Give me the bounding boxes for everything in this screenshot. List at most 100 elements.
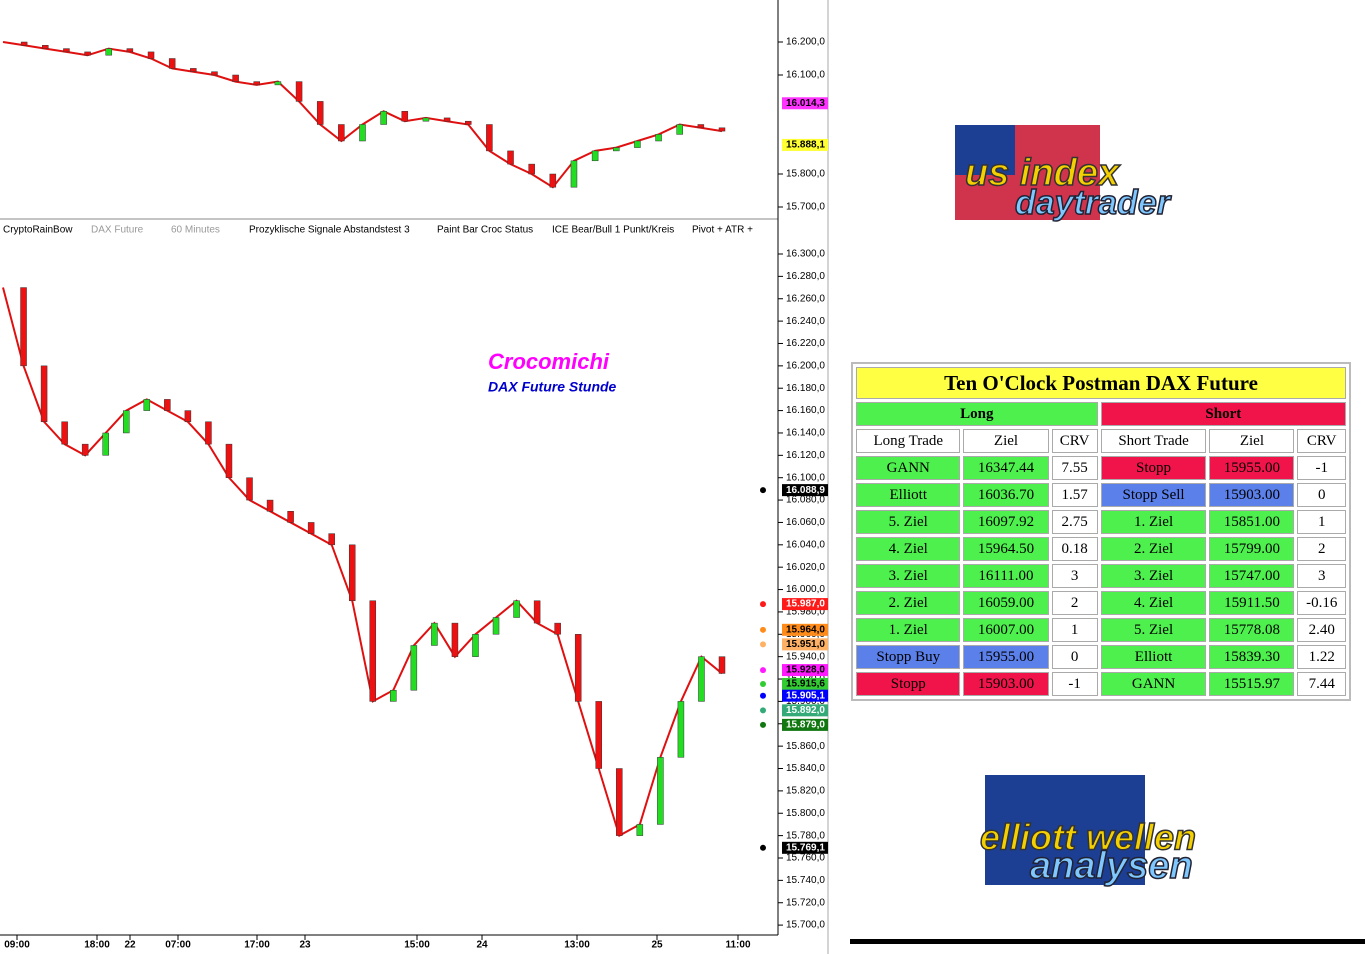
table-cell: 2. Ziel bbox=[1100, 537, 1207, 561]
y-tick-label: 15.740,0 bbox=[786, 875, 825, 886]
table-row: 5. Ziel 16097.92 2.75 1. Ziel 15851.00 1 bbox=[856, 510, 1346, 534]
table-cell: 15903.00 bbox=[963, 672, 1049, 696]
signal-dot bbox=[760, 692, 766, 699]
y-tick-label: 15.820,0 bbox=[786, 786, 825, 797]
table-cell: Long bbox=[856, 402, 1098, 426]
x-tick-label: 24 bbox=[476, 940, 488, 951]
table-cell: -1 bbox=[1297, 456, 1346, 480]
table-cell: 15851.00 bbox=[1209, 510, 1295, 534]
candle bbox=[123, 410, 130, 434]
candle bbox=[595, 701, 602, 769]
price-tag-label: 15.769,1 bbox=[786, 842, 825, 853]
y-tick-label: 16.160,0 bbox=[786, 405, 825, 416]
y-tick-label: 15.980,0 bbox=[786, 607, 825, 618]
table-cell: 3 bbox=[1051, 564, 1098, 588]
table-cell: 0 bbox=[1051, 645, 1098, 669]
x-tick-label: 13:00 bbox=[564, 940, 590, 951]
candle bbox=[554, 622, 561, 635]
bottom-rule bbox=[850, 939, 1365, 944]
candle bbox=[253, 81, 261, 86]
table-cell: 15911.50 bbox=[1209, 591, 1295, 615]
y-tick-label: 16.140,0 bbox=[786, 428, 825, 439]
price-tag bbox=[782, 841, 828, 854]
candle bbox=[168, 58, 176, 69]
annotation-title: Crocomichi bbox=[488, 349, 610, 374]
candle bbox=[102, 432, 109, 456]
price-tag-label: 15.964,0 bbox=[786, 624, 825, 635]
table-cell: Long Trade bbox=[856, 429, 961, 453]
signal-dot bbox=[760, 626, 766, 633]
table-row: 1. Ziel 16007.00 1 5. Ziel 15778.08 2.40 bbox=[856, 618, 1346, 642]
table-cell: 16036.70 bbox=[963, 483, 1049, 507]
x-tick-label: 18:00 bbox=[84, 940, 110, 951]
candle bbox=[147, 51, 155, 59]
price-tag bbox=[782, 138, 828, 151]
candle bbox=[443, 117, 451, 122]
y-tick-label: 16.040,0 bbox=[786, 539, 825, 550]
price-tag bbox=[782, 718, 828, 731]
table-cell: GANN bbox=[856, 456, 961, 480]
candle bbox=[42, 45, 49, 49]
price-tag-label: 15.888,1 bbox=[786, 140, 825, 151]
price-tag bbox=[782, 638, 828, 651]
price-tag bbox=[782, 704, 828, 717]
y-tick-label: 16.100,0 bbox=[786, 70, 825, 81]
candle bbox=[369, 600, 377, 702]
price-tag-label: 15.928,0 bbox=[786, 665, 825, 676]
table-cell: -0.16 bbox=[1297, 591, 1346, 615]
price-tag-label: 15.915,6 bbox=[786, 679, 825, 690]
candle bbox=[126, 48, 134, 53]
candle bbox=[287, 511, 294, 523]
y-tick-label: 16.020,0 bbox=[786, 562, 825, 573]
candle bbox=[164, 399, 171, 411]
price-tag bbox=[782, 664, 828, 677]
price-tag-label: 16.088,9 bbox=[786, 485, 825, 496]
candle bbox=[507, 150, 514, 165]
table-cell: 5. Ziel bbox=[856, 510, 961, 534]
table-row: Long Short bbox=[856, 402, 1346, 426]
candle bbox=[84, 51, 91, 56]
table-cell: GANN bbox=[1100, 672, 1207, 696]
table-cell: 1. Ziel bbox=[856, 618, 961, 642]
table-cell: Elliott bbox=[856, 483, 961, 507]
candle bbox=[655, 134, 662, 142]
table-row: GANN 16347.44 7.55 Stopp 15955.00 -1 bbox=[856, 456, 1346, 480]
candle bbox=[591, 150, 599, 162]
candle bbox=[190, 68, 197, 72]
table-cell: 2 bbox=[1297, 537, 1346, 561]
price-tag bbox=[782, 97, 828, 110]
table-cell: 3 bbox=[1297, 564, 1346, 588]
candle bbox=[61, 421, 68, 445]
table-cell: 15955.00 bbox=[1209, 456, 1295, 480]
table-cell: 16097.92 bbox=[963, 510, 1049, 534]
y-tick-label: 15.800,0 bbox=[786, 169, 825, 180]
logo-text: us index bbox=[965, 152, 1121, 194]
table-cell: CRV bbox=[1297, 429, 1346, 453]
x-tick-label: 11:00 bbox=[725, 940, 750, 951]
table-cell: CRV bbox=[1051, 429, 1098, 453]
y-tick-label: 16.240,0 bbox=[786, 316, 825, 327]
table-row: Ten O'Clock Postman DAX Future bbox=[856, 367, 1346, 399]
table-cell: 0.18 bbox=[1051, 537, 1098, 561]
candle bbox=[718, 127, 726, 132]
table-cell: 2 bbox=[1051, 591, 1098, 615]
table-cell: Stopp Sell bbox=[1100, 483, 1207, 507]
candle bbox=[513, 600, 520, 618]
table-cell: 15839.30 bbox=[1209, 645, 1295, 669]
table-cell: Ten O'Clock Postman DAX Future bbox=[856, 367, 1346, 399]
logo-text: elliott wellen bbox=[980, 817, 1196, 858]
y-tick-label: 16.180,0 bbox=[786, 383, 825, 394]
table-row: Stopp Buy 15955.00 0 Elliott 15839.30 1.22 bbox=[856, 645, 1346, 669]
annotation-subtitle: DAX Future Stunde bbox=[488, 379, 617, 395]
y-tick-label: 16.080,0 bbox=[786, 495, 825, 506]
signal-dot bbox=[760, 667, 766, 674]
table-row: 3. Ziel 16111.00 3 3. Ziel 15747.00 3 bbox=[856, 564, 1346, 588]
table-cell: Stopp bbox=[1100, 456, 1207, 480]
y-tick-label: 16.100,0 bbox=[786, 472, 825, 483]
table-cell: 4. Ziel bbox=[1100, 591, 1207, 615]
x-tick-label: 09:00 bbox=[4, 940, 30, 951]
signal-dot bbox=[760, 487, 766, 494]
candle bbox=[211, 71, 218, 76]
